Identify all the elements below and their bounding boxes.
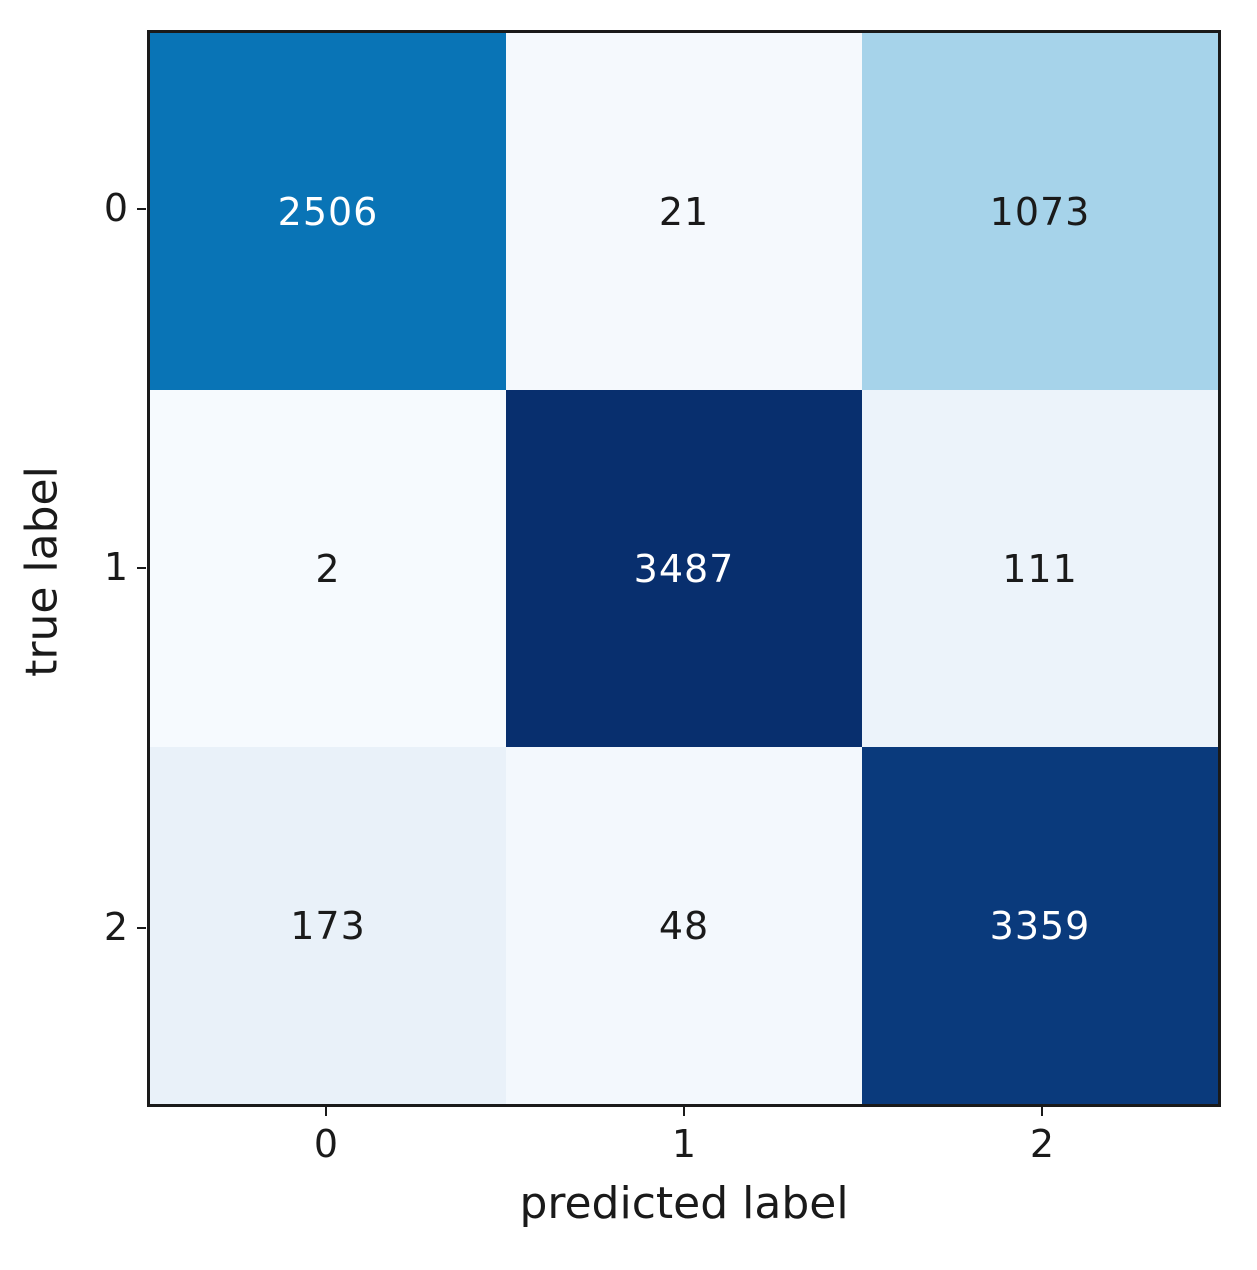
- x-axis-label: predicted label: [519, 1178, 849, 1229]
- y-axis-label: true label: [16, 466, 68, 677]
- x-tick-label-0: 0: [313, 1122, 339, 1166]
- heatmap-plot-area: 2506 21 1073 2 3487 111 173 48 3359: [147, 30, 1221, 1107]
- y-tick-label-2: 2: [103, 905, 128, 949]
- x-axis-tick-1: [683, 1107, 685, 1116]
- matrix-cell-r0c0: 2506: [150, 33, 506, 390]
- matrix-cell-r2c0: 173: [150, 747, 506, 1104]
- x-axis-tick-2: [1041, 1107, 1043, 1116]
- confusion-matrix-grid: 2506 21 1073 2 3487 111 173 48 3359: [150, 33, 1218, 1104]
- y-axis-tick-0: [137, 208, 146, 210]
- matrix-cell-r1c2: 111: [862, 390, 1218, 747]
- y-axis-tick-1: [137, 567, 146, 569]
- x-tick-label-2: 2: [1029, 1122, 1055, 1166]
- matrix-cell-r0c1: 21: [506, 33, 862, 390]
- y-tick-label-0: 0: [103, 186, 128, 230]
- x-axis-tick-0: [325, 1107, 327, 1116]
- matrix-cell-r1c0: 2: [150, 390, 506, 747]
- matrix-cell-r2c2: 3359: [862, 747, 1218, 1104]
- y-axis-tick-2: [137, 927, 146, 929]
- y-tick-label-1: 1: [103, 545, 128, 589]
- matrix-cell-r2c1: 48: [506, 747, 862, 1104]
- matrix-cell-r0c2: 1073: [862, 33, 1218, 390]
- x-tick-label-1: 1: [671, 1122, 697, 1166]
- matrix-cell-r1c1: 3487: [506, 390, 862, 747]
